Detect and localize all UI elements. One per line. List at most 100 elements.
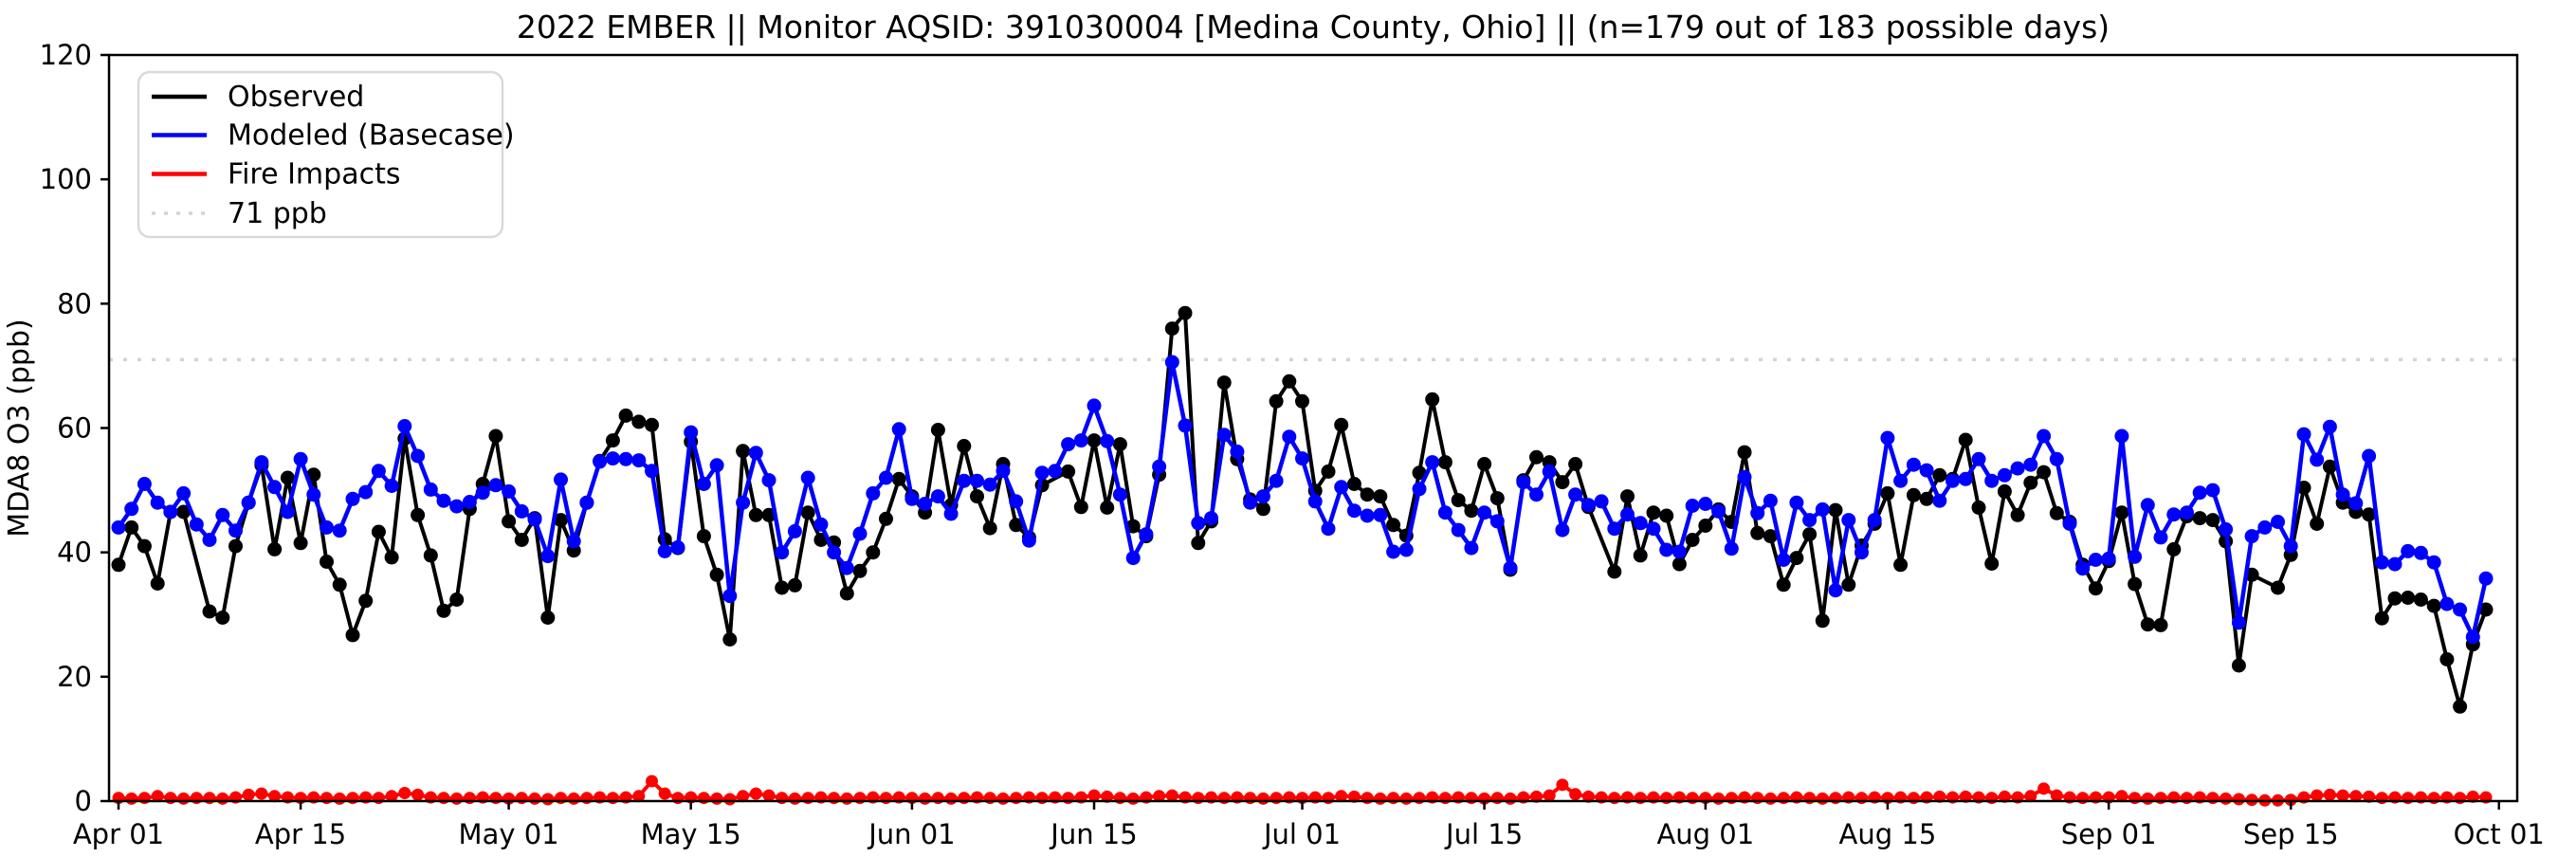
data-point-marker [709,458,724,473]
data-point-marker [332,577,347,593]
data-point-marker [137,477,152,491]
data-point-marker [2296,427,2311,442]
data-point-marker [631,414,647,429]
data-point-marker [631,453,647,468]
data-point-marker [1906,457,1921,472]
data-point-marker [618,451,633,466]
x-tick-label: Jun 01 [867,818,955,850]
data-point-marker [1087,398,1102,413]
data-point-marker [840,792,853,805]
data-point-marker [528,792,541,805]
data-point-marker [1997,467,2012,483]
data-point-marker [1646,505,1661,520]
data-point-marker [930,489,945,504]
data-point-marker [787,523,802,538]
data-point-marker [1776,577,1791,593]
x-tick-label: Jul 15 [1444,818,1523,850]
data-point-marker [267,480,283,495]
data-point-marker [1789,495,1804,510]
data-point-marker [1256,792,1270,805]
data-point-marker [1373,489,1388,504]
x-tick-label: Apr 01 [73,818,164,850]
data-point-marker [1451,522,1466,538]
data-point-marker [646,775,658,788]
data-point-marker [2023,475,2038,490]
data-point-marker [1282,374,1297,389]
data-point-marker [736,444,751,459]
data-point-marker [371,464,386,479]
data-point-marker [2453,699,2468,714]
data-point-marker [1346,503,1361,519]
data-point-marker [202,604,217,619]
legend: Observed Modeled (Basecase) Fire Impacts 71… [137,70,515,239]
series-modeled-basecase- [111,355,2494,645]
data-point-marker [397,419,412,433]
y-tick-label: 40 [57,537,92,569]
data-point-marker [605,433,620,448]
data-point-marker [567,792,580,805]
data-point-marker [2478,602,2494,617]
data-point-marker [1685,499,1700,513]
data-point-marker [2284,793,2297,807]
data-point-marker [540,611,556,625]
plot-area: 0 20 40 60 80 100 120 Apr 01 Apr 15 May 01 May 15 J… [40,39,2545,850]
data-point-marker [1100,500,1115,515]
data-point-marker [982,520,997,536]
data-point-marker [722,632,738,647]
data-point-marker [852,526,868,541]
data-point-marker [1698,519,1713,533]
data-point-marker [1750,525,1765,540]
data-point-marker [2322,459,2337,474]
data-point-marker [423,548,438,563]
data-point-marker [904,491,920,506]
data-point-marker [1984,556,2000,571]
data-point-marker [1437,455,1452,470]
data-point-marker [1893,557,1909,573]
data-point-marker [1984,473,2000,488]
data-point-marker [957,473,972,488]
data-point-marker [1568,487,1583,502]
data-point-marker [2219,521,2234,537]
data-point-marker [358,484,374,500]
data-point-marker [2323,788,2336,801]
data-point-marker [111,520,126,535]
data-point-marker [762,789,776,802]
data-point-marker [514,533,529,547]
data-point-marker [2128,549,2143,564]
data-point-marker [2114,428,2129,444]
data-point-marker [2336,789,2349,802]
x-tick-label: May 15 [641,818,741,850]
data-point-marker [1932,467,1947,483]
data-point-marker [866,485,881,501]
data-point-marker [306,487,321,502]
data-point-marker [2453,602,2468,617]
data-point-marker [436,603,451,618]
data-point-marker [268,790,282,803]
data-point-marker [1543,789,1556,802]
data-point-marker [462,495,477,509]
data-point-marker [1165,789,1178,802]
data-point-marker [320,520,334,535]
data-point-marker [2128,576,2143,592]
data-point-marker [2050,789,2063,802]
x-tick-label: May 01 [459,818,559,850]
data-point-marker [293,536,308,551]
data-point-marker [151,790,164,803]
data-point-marker [2141,792,2154,805]
data-point-marker [411,448,426,464]
data-point-marker [1255,501,1270,517]
data-point-marker [306,467,321,483]
data-point-marker [2257,520,2273,535]
data-point-marker [1698,497,1713,511]
data-point-marker [1269,393,1284,409]
data-point-marker [1633,548,1648,563]
data-point-marker [1334,480,1349,495]
data-point-marker [1646,521,1661,537]
data-point-marker [449,593,465,607]
data-point-marker [1556,778,1569,792]
data-point-marker [554,472,568,487]
data-point-marker [2153,530,2168,545]
data-point-marker [215,611,230,625]
data-point-marker [2220,792,2233,805]
x-tick-label: Apr 15 [255,818,346,850]
